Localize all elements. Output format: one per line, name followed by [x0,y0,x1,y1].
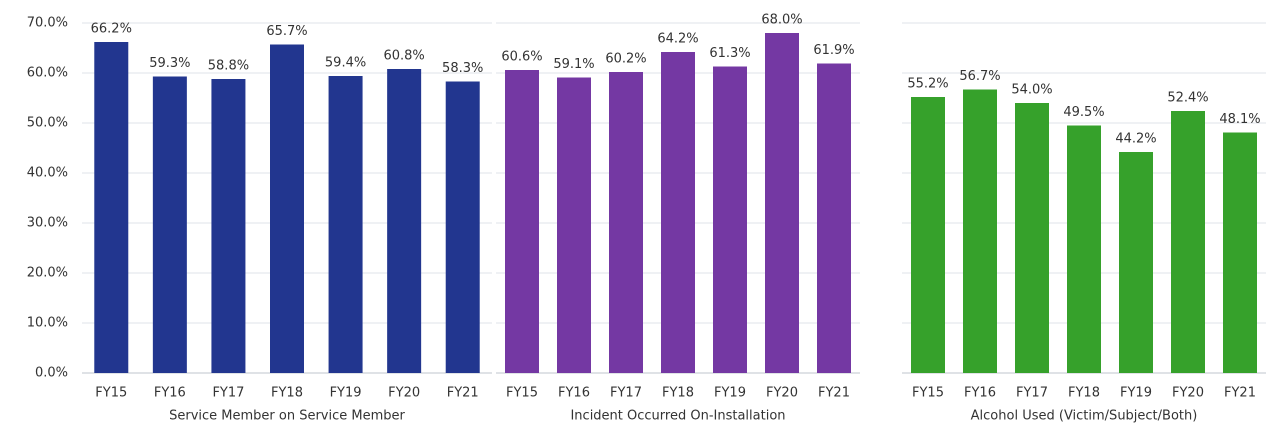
y-tick-label: 60.0% [27,66,68,81]
x-tick-label: FY16 [964,386,996,401]
x-tick-label: FY19 [1120,386,1152,401]
bar [963,89,997,373]
data-label: 61.3% [709,46,750,61]
bar [445,81,480,373]
x-tick-label: FY16 [558,386,590,401]
bar [661,52,695,373]
x-tick-label: FY17 [610,386,642,401]
x-tick-label: FY19 [330,386,362,401]
data-label: 68.0% [761,13,802,28]
bar [328,76,363,373]
bar [1223,132,1257,373]
data-label: 49.5% [1063,105,1104,120]
data-label: 66.2% [91,22,132,37]
bar [505,70,539,373]
bar [211,79,246,373]
data-label: 58.8% [208,59,249,74]
data-label: 65.7% [266,24,307,39]
x-tick-label: FY21 [447,386,479,401]
y-tick-label: 50.0% [27,116,68,131]
x-tick-label: FY18 [1068,386,1100,401]
data-label: 44.2% [1115,132,1156,147]
y-tick-label: 70.0% [27,16,68,31]
data-label: 54.0% [1011,83,1052,98]
data-label: 48.1% [1219,112,1260,127]
bar [557,77,591,373]
x-tick-label: FY19 [714,386,746,401]
x-tick-label: FY18 [271,386,303,401]
data-label: 56.7% [959,69,1000,84]
data-label: 59.3% [149,56,190,71]
bar [270,44,304,373]
x-axis-label: Incident Occurred On-Installation [570,409,785,424]
bar [1171,111,1205,373]
bar [817,63,851,373]
x-tick-label: FY21 [1224,386,1256,401]
bar [1119,152,1153,373]
y-tick-label: 10.0% [27,316,68,331]
data-label: 60.2% [605,52,646,67]
data-label: 60.6% [501,50,542,65]
y-tick-label: 30.0% [27,216,68,231]
x-tick-label: FY17 [212,386,244,401]
x-tick-label: FY17 [1016,386,1048,401]
x-tick-label: FY15 [506,386,538,401]
data-label: 60.8% [383,49,424,64]
bar [765,33,799,373]
x-tick-label: FY21 [818,386,850,401]
data-label: 55.2% [907,77,948,92]
bar [1067,125,1101,373]
bar [94,42,129,373]
data-label: 52.4% [1167,91,1208,106]
data-label: 58.3% [442,61,483,76]
y-tick-label: 0.0% [35,366,68,381]
x-tick-label: FY20 [388,386,420,401]
x-tick-label: FY15 [95,386,127,401]
bar [387,69,422,373]
bar [152,76,187,373]
bar [911,97,945,373]
data-label: 59.1% [553,57,594,72]
x-tick-label: FY18 [662,386,694,401]
x-axis-label: Service Member on Service Member [169,409,405,424]
y-tick-label: 40.0% [27,166,68,181]
x-tick-label: FY16 [154,386,186,401]
bar [713,66,747,373]
bar [1015,103,1049,373]
data-label: 61.9% [813,43,854,58]
x-tick-label: FY15 [912,386,944,401]
data-label: 64.2% [657,32,698,47]
x-tick-label: FY20 [766,386,798,401]
bar [609,72,643,373]
y-tick-label: 20.0% [27,266,68,281]
x-tick-label: FY20 [1172,386,1204,401]
data-label: 59.4% [325,56,366,71]
x-axis-label: Alcohol Used (Victim/Subject/Both) [971,409,1198,424]
